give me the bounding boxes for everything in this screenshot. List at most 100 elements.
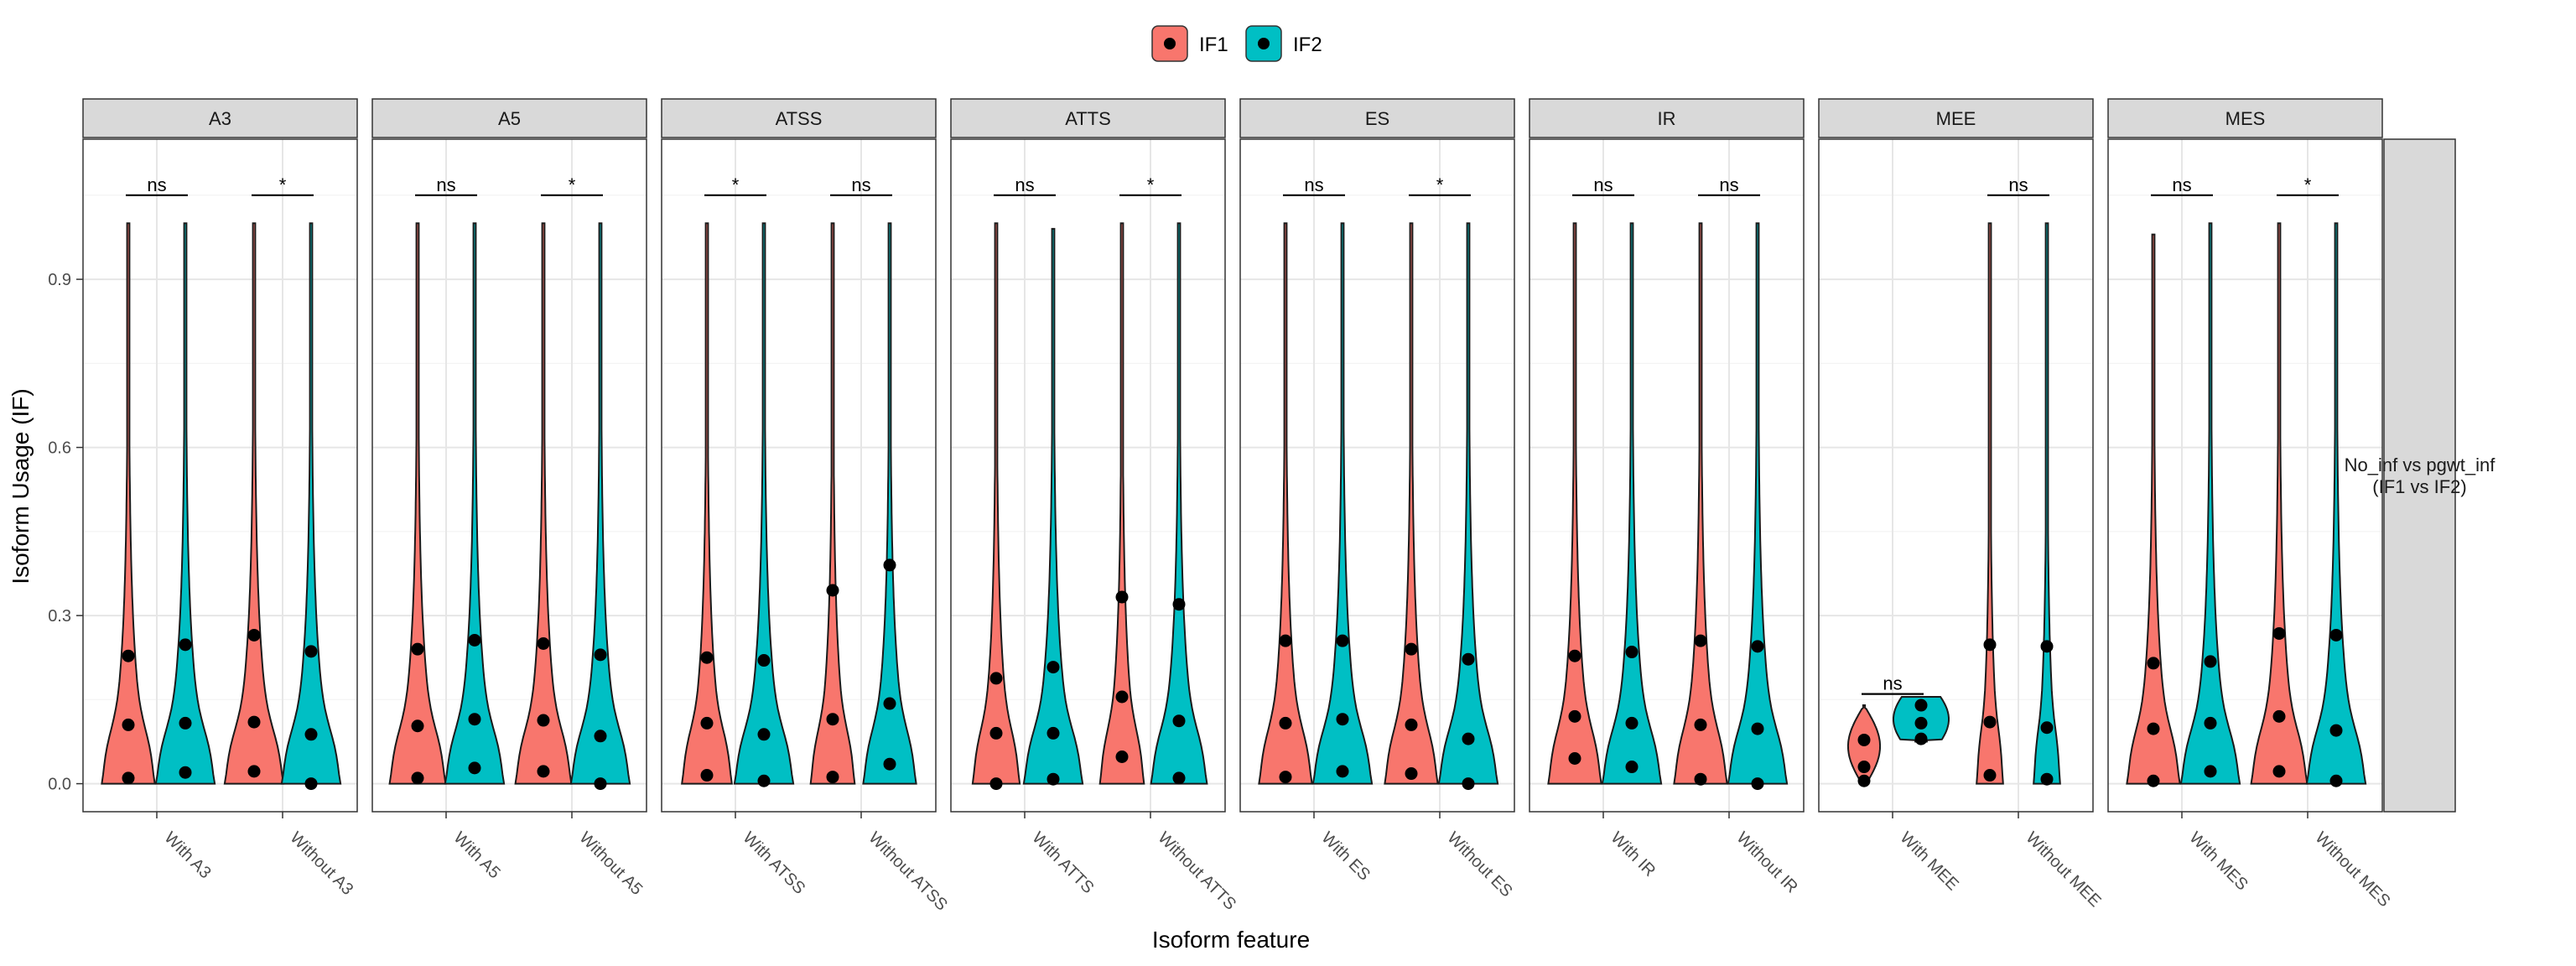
- quantile-point: [1172, 598, 1186, 611]
- quantile-point: [2272, 765, 2286, 778]
- quantile-point: [1857, 774, 1871, 787]
- quantile-point: [1279, 634, 1292, 647]
- facet-strip: [661, 98, 937, 138]
- facet-strip-label: ES: [1365, 108, 1389, 129]
- significance-label: ns: [851, 174, 870, 195]
- x-tick-label: Without MEE: [2022, 828, 2104, 911]
- quantile-point: [1694, 718, 1707, 731]
- facet-a5: A5 ns * With A5 Without A5: [371, 98, 647, 899]
- panel-border: [1529, 138, 1805, 813]
- quantile-point: [700, 769, 714, 782]
- quantile-point: [1914, 732, 1928, 745]
- quantile-point: [1462, 777, 1475, 791]
- x-tick-label: Without ATSS: [865, 828, 951, 915]
- quantile-point: [757, 774, 771, 787]
- panel-border: [1818, 138, 2094, 813]
- facet-strip: [2107, 98, 2383, 138]
- x-tick-label: Without A3: [286, 828, 356, 899]
- quantile-point: [1568, 649, 1581, 662]
- violin-if2: [1727, 222, 1789, 785]
- quantile-point: [826, 771, 839, 784]
- violin-if1: [1384, 222, 1439, 785]
- quantile-point: [1568, 709, 1581, 723]
- x-tick-label: With IR: [1607, 828, 1659, 880]
- quantile-point: [1694, 772, 1707, 786]
- x-tick-label: Without ATTS: [1154, 828, 1239, 914]
- facet-strip-label: ATTS: [1065, 108, 1111, 129]
- quantile-point: [2204, 765, 2217, 778]
- y-tick-label: 0.3: [48, 607, 71, 626]
- facet-atss: ATSS * ns With ATSS Without ATSS: [661, 98, 951, 915]
- quantile-point: [468, 633, 481, 647]
- quantile-point: [122, 649, 135, 662]
- panel-border: [661, 138, 937, 813]
- quantile-point: [1694, 634, 1707, 647]
- quantile-point: [594, 777, 607, 791]
- facet-es: ES ns * With ES Without ES: [1239, 98, 1516, 901]
- violin-if1: [1673, 222, 1728, 785]
- x-tick-label: With ES: [1317, 828, 1374, 885]
- quantile-point: [2040, 772, 2054, 786]
- quantile-point: [1914, 699, 1928, 712]
- quantile-point: [1983, 769, 1997, 782]
- legend-label-if1: IF1: [1199, 34, 1228, 56]
- violin-if2: [2033, 222, 2061, 785]
- panel-border: [82, 138, 358, 813]
- quantile-point: [1857, 761, 1871, 774]
- facet-strip: [950, 98, 1226, 138]
- x-tick-label: Without ES: [1443, 828, 1515, 901]
- violin-if1: [681, 222, 733, 785]
- facet-mee: MEE ns ns With MEE Without MEE: [1818, 98, 2105, 911]
- y-tick-label: 0.9: [48, 271, 71, 289]
- violin-if1: [514, 222, 573, 785]
- significance-label: ns: [1719, 174, 1738, 195]
- quantile-point: [1405, 642, 1418, 656]
- significance-label: *: [279, 174, 287, 195]
- y-tick-label: 0.6: [48, 439, 71, 458]
- quantile-point: [247, 628, 261, 641]
- violin-if2: [444, 222, 506, 785]
- x-tick-label: Without A5: [575, 828, 646, 899]
- quantile-point: [1336, 634, 1349, 647]
- violin-if2: [569, 222, 631, 785]
- x-tick-label: With MES: [2185, 828, 2251, 894]
- quantile-point: [411, 719, 424, 733]
- facet-atts: ATTS ns * With ATTS Without ATTS: [950, 98, 1239, 914]
- x-tick-label: Without IR: [1732, 828, 1801, 897]
- panel-border: [371, 138, 647, 813]
- violin-if1: [2250, 222, 2309, 785]
- quantile-point: [122, 718, 135, 731]
- significance-label: ns: [1304, 174, 1323, 195]
- violin-if1: [101, 222, 156, 785]
- panel-border: [950, 138, 1226, 813]
- significance-label: *: [1147, 174, 1155, 195]
- significance-label: *: [569, 174, 576, 195]
- violin-if2: [2179, 222, 2241, 785]
- facet-strip: [82, 98, 358, 138]
- significance-label: ns: [1015, 174, 1034, 195]
- violin-if2: [280, 222, 342, 785]
- legend-dot-if1: [1164, 38, 1176, 49]
- facet-strip: [371, 98, 647, 138]
- quantile-point: [883, 697, 896, 710]
- significance-label: *: [1436, 174, 1444, 195]
- quantile-point: [411, 642, 424, 656]
- facet-strip: [1239, 98, 1515, 138]
- violin-if1: [1976, 222, 2004, 785]
- significance-label: *: [732, 174, 740, 195]
- violin-if2: [1437, 222, 1499, 785]
- quantile-point: [1751, 640, 1764, 653]
- significance-label: ns: [1883, 673, 1902, 694]
- quantile-point: [1568, 752, 1581, 766]
- facet-strip-label: A5: [498, 108, 521, 129]
- quantile-point: [1462, 652, 1475, 666]
- quantile-point: [989, 726, 1003, 740]
- facet-strip-label: A3: [209, 108, 231, 129]
- quantile-point: [826, 584, 839, 597]
- x-tick-label: Without MES: [2311, 828, 2393, 911]
- row-strip-label: (IF1 vs IF2): [2372, 476, 2466, 497]
- panel-border: [1239, 138, 1515, 813]
- significance-label: ns: [436, 174, 455, 195]
- facet-strip: [1529, 98, 1805, 138]
- quantile-point: [1405, 767, 1418, 781]
